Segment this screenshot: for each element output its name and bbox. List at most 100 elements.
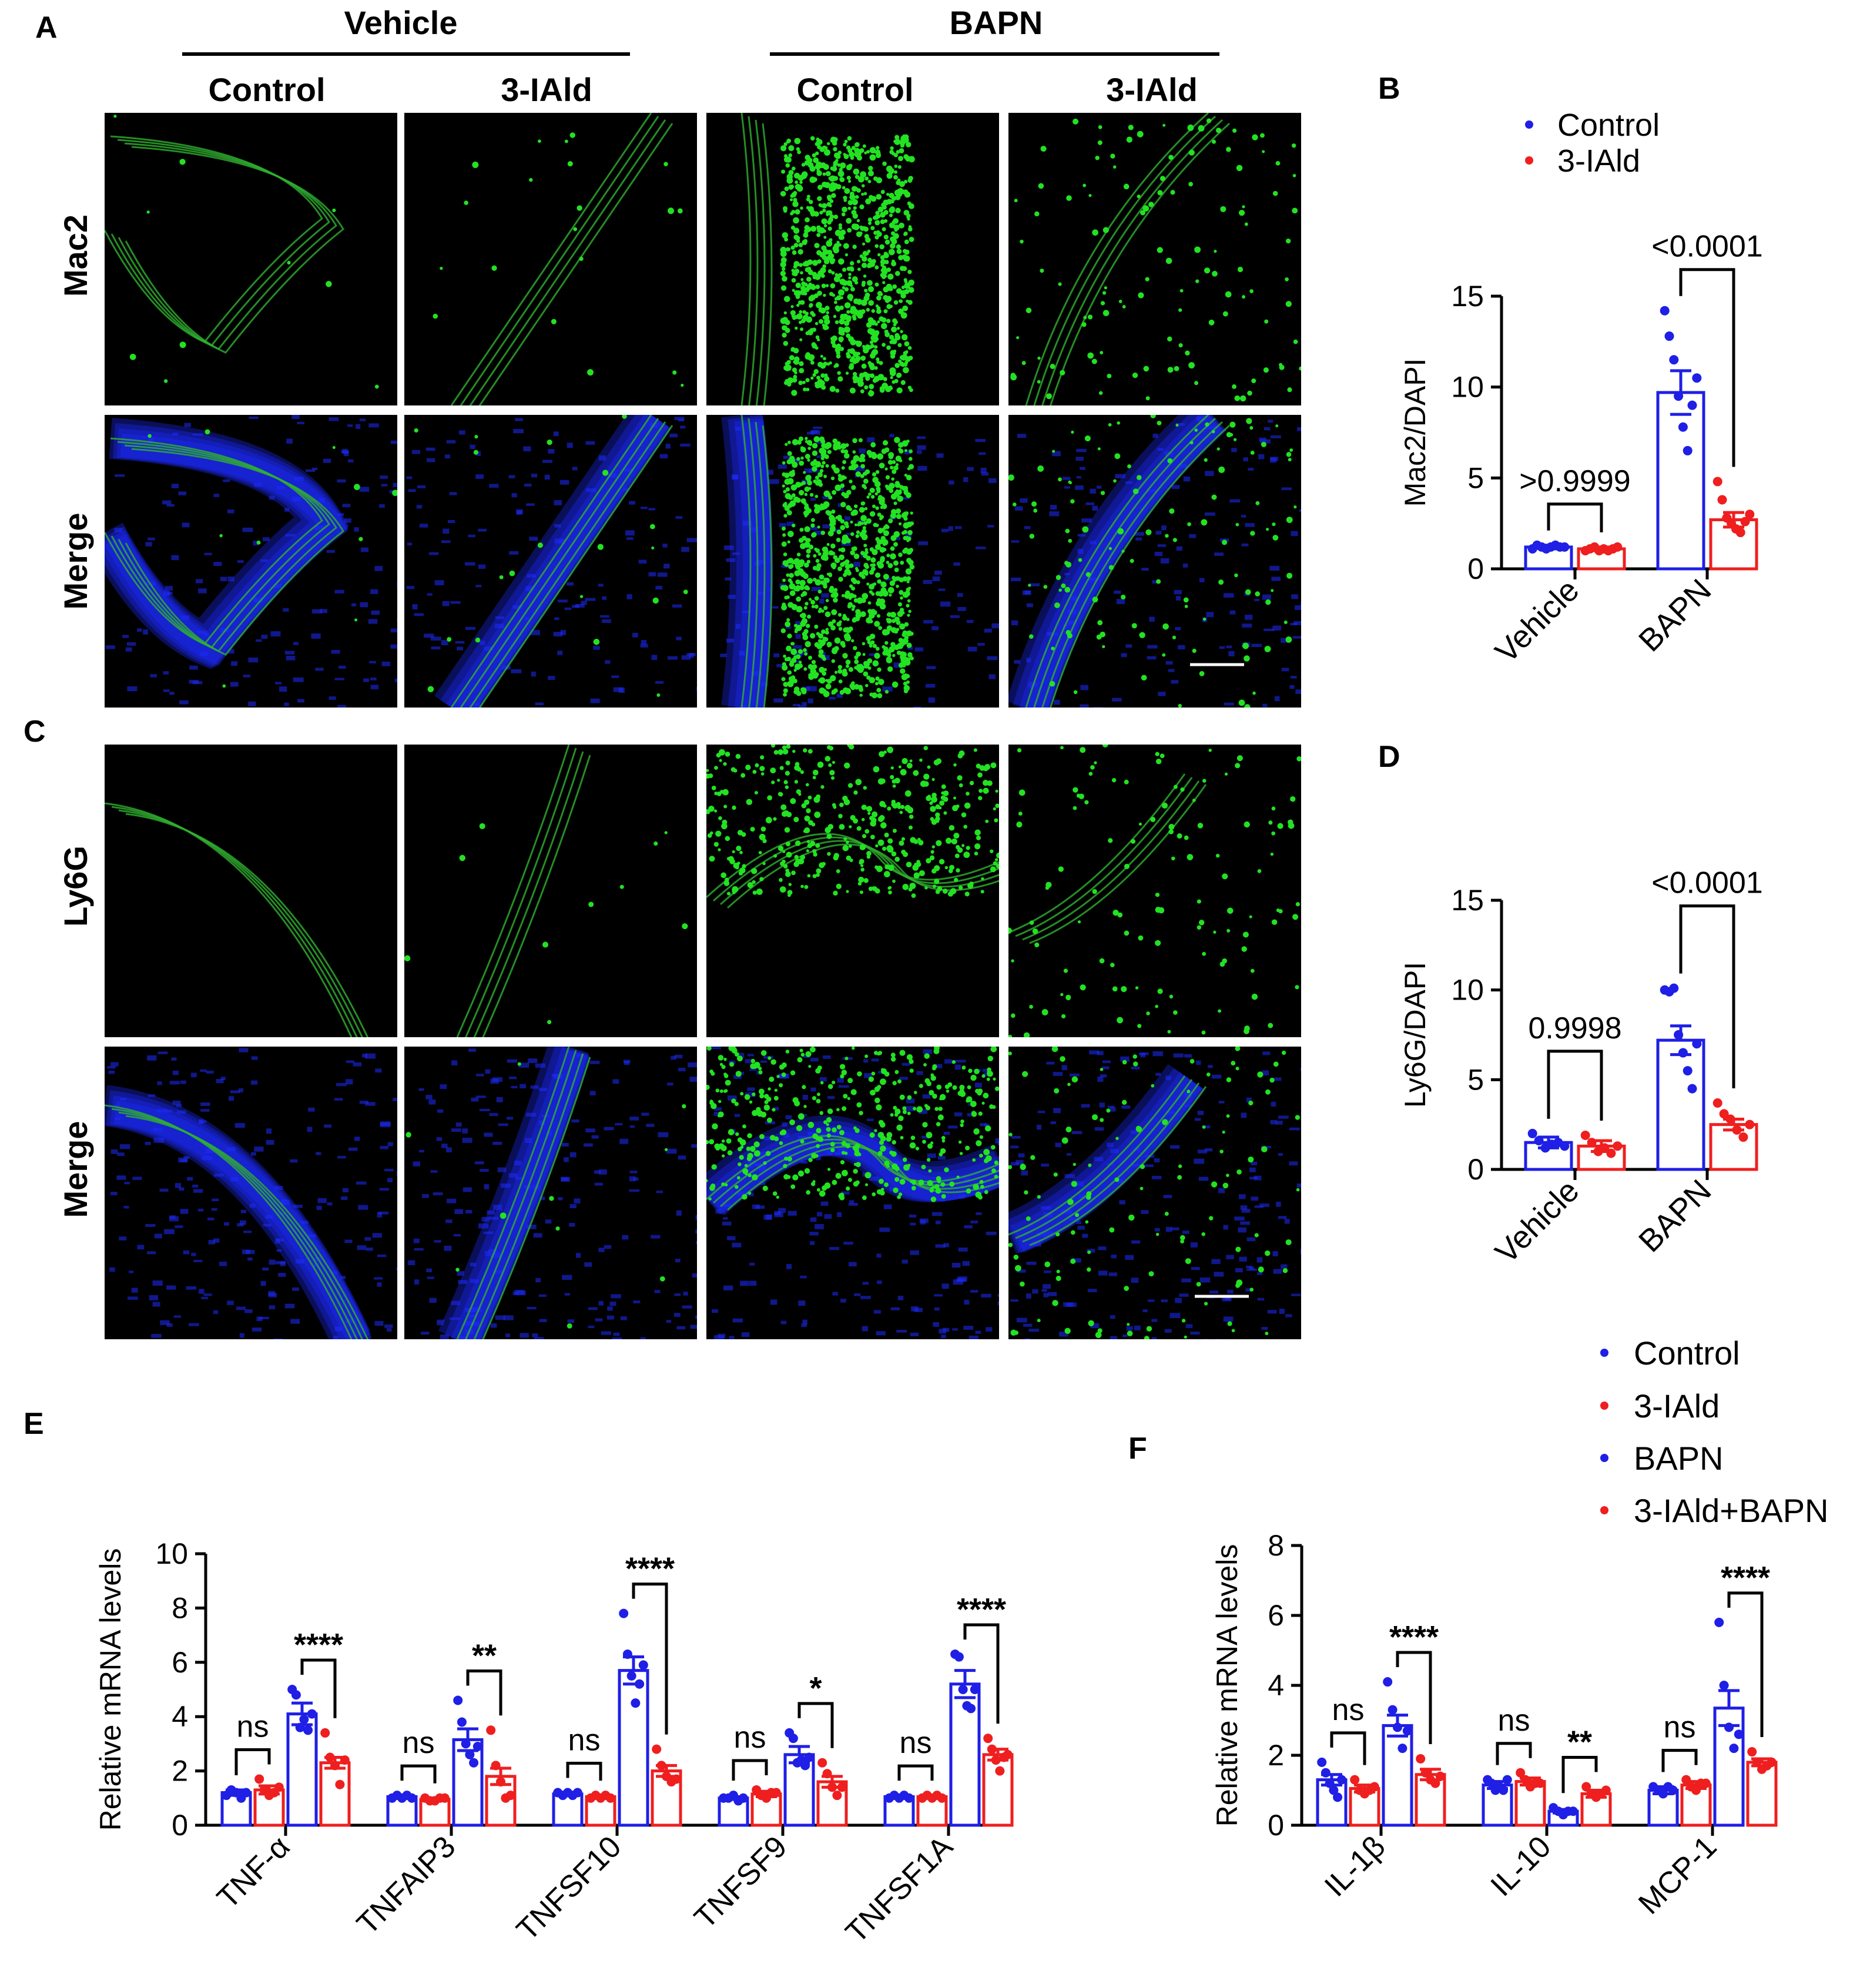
- positive-cell: [1216, 447, 1220, 451]
- nucleus: [115, 1105, 120, 1108]
- positive-cell: [1137, 130, 1144, 138]
- nucleus: [254, 1146, 264, 1152]
- panel-letter-f: F: [1128, 1432, 1147, 1466]
- positive-cell: [1268, 1023, 1273, 1028]
- positive-cell: [783, 688, 788, 693]
- positive-cell: [1068, 538, 1073, 543]
- positive-cell: [783, 780, 788, 785]
- nucleus: [1010, 577, 1021, 582]
- positive-cell: [1037, 380, 1041, 384]
- positive-cell: [846, 890, 849, 893]
- positive-cell: [803, 648, 807, 652]
- positive-cell: [847, 602, 853, 608]
- positive-cell: [1087, 1250, 1091, 1255]
- positive-cell: [836, 883, 842, 889]
- positive-cell: [1008, 927, 1012, 934]
- positive-cell: [901, 757, 908, 765]
- nucleus: [809, 1147, 819, 1151]
- positive-cell: [886, 554, 890, 558]
- nucleus: [774, 1212, 783, 1218]
- micrograph-background: [1008, 745, 1301, 1037]
- positive-cell: [752, 1174, 758, 1181]
- positive-cell: [782, 232, 789, 239]
- positive-cell: [826, 1122, 829, 1127]
- positive-cell: [816, 1098, 821, 1104]
- nucleus: [1010, 1299, 1018, 1302]
- positive-cell: [1192, 648, 1197, 653]
- positive-cell: [838, 576, 843, 582]
- nucleus: [261, 635, 268, 639]
- nucleus: [1202, 1125, 1211, 1129]
- positive-cell: [1102, 645, 1105, 649]
- nucleus: [292, 497, 301, 501]
- elastic-lamina: [1033, 417, 1216, 708]
- nucleus: [848, 1203, 858, 1206]
- elastic-lamina: [1029, 784, 1207, 944]
- positive-cell: [790, 798, 796, 804]
- positive-cell: [846, 217, 852, 224]
- positive-cell: [796, 303, 800, 307]
- positive-cell: [867, 257, 872, 263]
- positive-cell: [920, 780, 927, 787]
- positive-cell: [1214, 249, 1217, 253]
- positive-cell: [804, 486, 810, 492]
- positive-cell: [1128, 125, 1134, 130]
- positive-cell: [884, 832, 889, 838]
- positive-cell: [1083, 316, 1087, 320]
- positive-cell: [1273, 1061, 1279, 1067]
- positive-cell: [908, 609, 911, 614]
- nucleus: [1279, 1308, 1285, 1314]
- nucleus: [648, 508, 656, 511]
- positive-cell: [726, 1138, 732, 1144]
- positive-cell: [725, 751, 730, 757]
- nucleus: [275, 682, 282, 685]
- nucleus: [674, 1054, 683, 1058]
- nucleus: [933, 1322, 940, 1327]
- positive-cell: [1073, 1162, 1077, 1166]
- nucleus: [493, 1205, 502, 1211]
- positive-cell: [1067, 633, 1073, 639]
- positive-cell: [781, 541, 787, 547]
- positive-cell: [852, 309, 859, 315]
- positive-cell: [739, 1155, 744, 1160]
- positive-cell: [433, 313, 438, 319]
- nucleus: [800, 1161, 808, 1164]
- positive-cell: [847, 745, 853, 747]
- positive-cell: [853, 168, 860, 175]
- positive-cell: [892, 653, 896, 658]
- nucleus: [1094, 1127, 1104, 1131]
- positive-cell: [890, 376, 893, 380]
- positive-cell: [818, 319, 824, 324]
- positive-cell: [1287, 387, 1292, 393]
- positive-cell: [826, 641, 832, 647]
- nucleus: [977, 643, 985, 646]
- positive-cell: [815, 346, 819, 350]
- positive-cell: [579, 256, 584, 262]
- positive-cell: [924, 1053, 930, 1059]
- nucleus: [544, 474, 550, 480]
- positive-cell: [1244, 821, 1250, 828]
- nucleus: [507, 1059, 518, 1063]
- nucleus: [316, 1205, 322, 1211]
- positive-cell: [880, 259, 886, 265]
- nucleus: [165, 1109, 172, 1113]
- positive-cell: [823, 229, 826, 233]
- positive-cell: [861, 817, 865, 822]
- positive-cell: [905, 568, 912, 575]
- nucleus: [862, 1282, 869, 1285]
- data-point: [1687, 400, 1697, 410]
- positive-cell: [593, 638, 600, 645]
- positive-cell: [816, 1144, 820, 1148]
- nucleus: [626, 594, 632, 599]
- positive-cell: [794, 371, 797, 374]
- positive-cell: [746, 1146, 751, 1151]
- nucleus: [1241, 515, 1246, 518]
- positive-cell: [750, 1058, 756, 1064]
- positive-cell: [909, 1068, 914, 1073]
- positive-cell: [812, 373, 816, 377]
- nucleus: [475, 1095, 486, 1098]
- nucleus: [1285, 1314, 1292, 1317]
- positive-cell: [906, 580, 910, 584]
- positive-cell: [1291, 143, 1296, 148]
- nucleus: [967, 467, 974, 471]
